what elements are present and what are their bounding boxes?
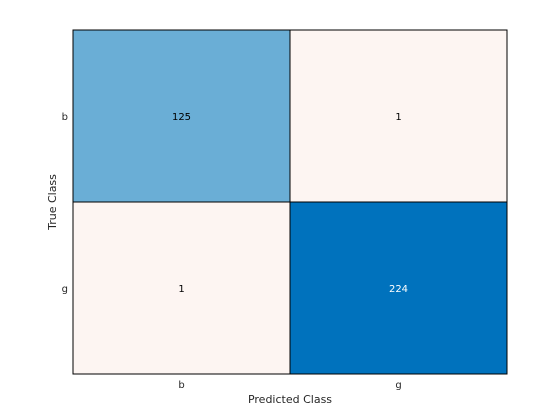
y-tick-label-g: g: [62, 284, 68, 295]
plot-frame: [72, 29, 508, 375]
cell-value-b-b: 125: [172, 112, 191, 123]
x-axis-label: Predicted Class: [248, 393, 332, 406]
x-tick-label-g: g: [395, 380, 401, 391]
axis-tick-labels: b g b g: [62, 112, 402, 391]
y-tick-label-b: b: [62, 112, 68, 123]
cell-value-g-g: 224: [389, 284, 408, 295]
cell-value-g-b: 1: [178, 284, 184, 295]
x-tick-label-b: b: [178, 380, 184, 391]
matrix-cells: [72, 29, 508, 375]
matrix-cell-b-b: [72, 29, 291, 203]
cell-value-b-g: 1: [395, 112, 401, 123]
matrix-cell-g-b: [72, 201, 291, 375]
y-axis-label: True Class: [46, 174, 59, 231]
matrix-cell-b-g: [289, 29, 508, 203]
matrix-cell-g-g: [289, 201, 508, 375]
matrix-cell-values: 125 1 1 224: [172, 112, 408, 295]
